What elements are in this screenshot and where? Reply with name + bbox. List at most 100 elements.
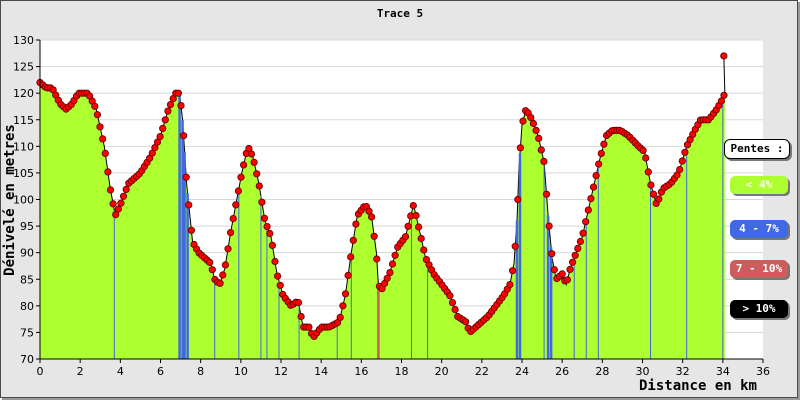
- profile-point: [106, 186, 115, 194]
- profile-point: [676, 166, 684, 174]
- profile-point: [516, 144, 525, 152]
- x-tick-label: 36: [756, 365, 770, 378]
- x-tick-label: 10: [234, 365, 248, 378]
- y-tick-label: 95: [20, 220, 34, 233]
- profile-point: [206, 258, 214, 266]
- profile-point: [383, 274, 391, 282]
- profile-point: [370, 232, 378, 240]
- profile-point: [582, 218, 590, 226]
- profile-point: [114, 205, 122, 213]
- y-tick-label: 90: [20, 247, 34, 260]
- legend-item: 4 - 7%: [730, 220, 788, 238]
- profile-point: [386, 268, 394, 277]
- x-tick-label: 24: [515, 365, 529, 378]
- profile-point: [119, 192, 128, 200]
- profile-point: [260, 214, 269, 222]
- profile-point: [177, 102, 185, 110]
- profile-point: [174, 89, 182, 97]
- profile-point: [156, 133, 164, 141]
- profile-point: [250, 158, 258, 166]
- x-tick-label: 32: [676, 365, 690, 378]
- profile-point: [678, 157, 686, 165]
- profile-point: [647, 181, 655, 189]
- profile-point: [219, 271, 227, 279]
- profile-point: [548, 250, 556, 258]
- legend-item: > 10%: [730, 300, 788, 318]
- x-tick-label: 28: [595, 365, 609, 378]
- y-tick-label: 100: [13, 194, 34, 207]
- profile-point: [93, 111, 102, 119]
- profile-point: [258, 198, 266, 206]
- axes: [36, 39, 764, 363]
- profile-point: [117, 199, 125, 207]
- profile-point: [101, 149, 109, 157]
- profile-point: [720, 91, 728, 99]
- profile-point: [519, 117, 527, 125]
- profile-point: [417, 234, 425, 243]
- profile-point: [461, 318, 470, 326]
- profile-point: [266, 229, 274, 238]
- y-tick-label: 130: [13, 34, 34, 47]
- profile-point: [344, 271, 352, 279]
- profile-point: [367, 213, 376, 221]
- profile-point: [255, 182, 263, 190]
- profile-point: [535, 134, 543, 142]
- profile-point: [305, 323, 313, 331]
- y-tick-label: 105: [13, 167, 34, 180]
- profile-point: [336, 313, 344, 321]
- profile-point: [550, 266, 558, 274]
- profile-point: [639, 146, 647, 154]
- x-tick-label: 20: [435, 365, 449, 378]
- profile-point: [451, 305, 459, 314]
- profile-point: [514, 195, 522, 204]
- x-tick-label: 16: [354, 365, 368, 378]
- profile-point: [506, 280, 514, 289]
- profile-point: [595, 160, 603, 168]
- y-tick-label: 70: [20, 353, 34, 366]
- x-tick-label: 18: [395, 365, 409, 378]
- profile-point: [642, 154, 650, 162]
- legend-item: 7 - 10%: [730, 260, 788, 278]
- profile-point: [540, 157, 548, 165]
- profile-point: [597, 149, 605, 157]
- profile-point: [589, 183, 598, 191]
- x-tick-label: 26: [555, 365, 569, 378]
- x-tick-label: 12: [274, 365, 288, 378]
- x-tick-label: 4: [117, 365, 124, 378]
- profile-point: [566, 265, 574, 273]
- profile-point: [527, 114, 535, 122]
- profile-point: [253, 170, 261, 178]
- profile-point: [180, 132, 188, 140]
- profile-point: [529, 119, 538, 128]
- profile-point: [224, 245, 232, 253]
- profile-point: [655, 195, 663, 203]
- profile-point: [649, 190, 658, 198]
- peak-point: [720, 52, 728, 60]
- profile-point: [412, 211, 420, 220]
- profile-point: [161, 116, 169, 124]
- profile-point: [511, 242, 519, 250]
- profile-point: [446, 292, 454, 300]
- y-tick-label: 115: [13, 114, 34, 127]
- profile-point: [537, 146, 545, 154]
- x-tick-label: 8: [197, 365, 204, 378]
- x-axis-label: Distance en km: [639, 378, 757, 394]
- profile-point: [104, 168, 112, 176]
- profile-point: [532, 126, 540, 134]
- profile-point: [542, 190, 551, 198]
- profile-fill: [40, 82, 725, 359]
- profile-point: [229, 215, 237, 223]
- profile-point: [341, 290, 350, 298]
- profile-point: [208, 266, 216, 274]
- y-tick-label: 110: [13, 140, 34, 153]
- profile-point: [247, 150, 256, 158]
- profile-point: [91, 102, 99, 110]
- profile-point: [164, 107, 172, 115]
- profile-point: [401, 233, 410, 241]
- profile-point: [558, 270, 566, 278]
- profile-point: [268, 241, 276, 249]
- profile-point: [339, 302, 347, 310]
- profile-point: [234, 187, 242, 195]
